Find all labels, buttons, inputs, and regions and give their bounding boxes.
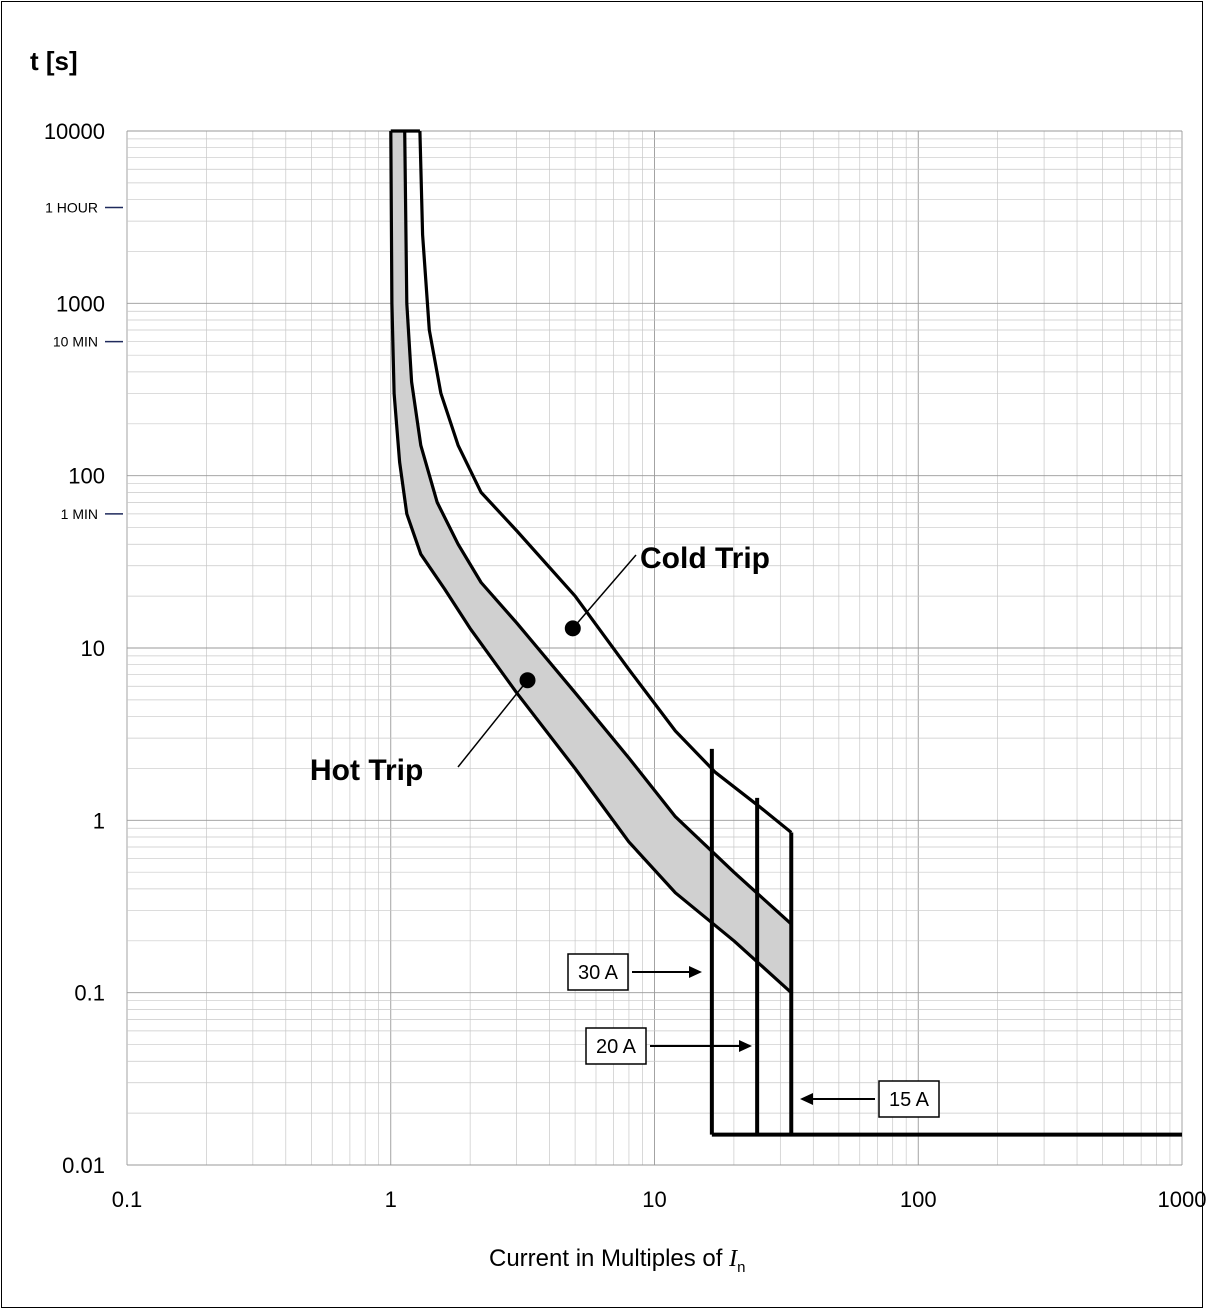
arrow-head-15a: [800, 1093, 813, 1105]
y-tick-label: 10000: [44, 119, 105, 144]
x-axis-title-text: Current in Multiples of: [489, 1245, 729, 1272]
y-tick-label: 1: [93, 808, 105, 833]
y-tick-label: 10: [81, 636, 105, 661]
instantaneous-lines: [709, 748, 1182, 1137]
cold-trip-curve: [418, 130, 793, 834]
hot-trip-label: Hot Trip: [310, 754, 423, 787]
cold-trip-label: Cold Trip: [640, 542, 770, 575]
rating-label-20a: 20 A: [596, 1036, 637, 1058]
y-tick-label: 1000: [56, 291, 105, 316]
grid: [126, 130, 1183, 1166]
y-tick-label: 0.1: [74, 981, 105, 1006]
x-tick-label: 100: [900, 1187, 937, 1212]
rating-box-30a: [567, 953, 629, 991]
hot-trip-band-fill: [390, 131, 792, 993]
rating-box-15a: [878, 1080, 940, 1118]
y-tick-label: 0.01: [62, 1153, 105, 1178]
y-axis-title: t [s]: [30, 46, 78, 76]
rating-box-20a: [585, 1027, 647, 1065]
hot-trip-upper-curve: [403, 130, 793, 926]
x-axis-title-symbol: I: [728, 1246, 738, 1272]
arrow-head-30a: [689, 966, 702, 978]
time-marker-label: 1 HOUR: [45, 199, 98, 215]
time-marker-label: 10 MIN: [53, 334, 98, 350]
x-axis-title: Current in Multiples of In: [489, 1245, 745, 1276]
hot-trip-lower-curve: [389, 130, 793, 994]
annotations: Cold Trip Hot Trip 30 A 20 A 15 A: [310, 542, 940, 1118]
cold-trip-leader: [572, 554, 637, 629]
x-tick-label: 0.1: [112, 1187, 143, 1212]
time-marker-label: 1 MIN: [61, 506, 98, 522]
x-tick-labels: 0.1 1 10 100 1000: [112, 1187, 1206, 1212]
x-tick-label: 1: [385, 1187, 397, 1212]
time-markers: 1 HOUR 10 MIN 1 MIN: [45, 199, 123, 522]
rating-label-15a: 15 A: [889, 1089, 930, 1111]
y-tick-label: 100: [68, 464, 105, 489]
x-tick-label: 1000: [1158, 1187, 1206, 1212]
x-tick-label: 10: [642, 1187, 666, 1212]
x-axis-title-subscript: n: [737, 1259, 745, 1276]
curves: [389, 129, 793, 994]
hot-trip-leader: [457, 679, 529, 768]
arrow-head-20a: [739, 1040, 752, 1052]
y-tick-labels: 0.01 0.1 1 10 100 1000 10000: [44, 119, 105, 1178]
hot-trip-band: [390, 131, 792, 993]
rating-label-30a: 30 A: [578, 962, 619, 984]
